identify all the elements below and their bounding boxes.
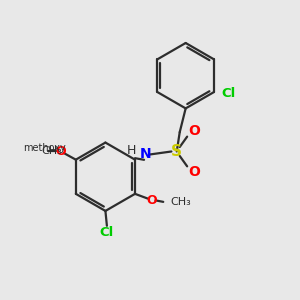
Text: CH₃: CH₃ <box>41 146 62 156</box>
Text: O: O <box>189 124 200 138</box>
Text: CH₃: CH₃ <box>171 197 191 207</box>
Text: H: H <box>127 144 136 158</box>
Text: O: O <box>146 194 157 207</box>
Text: Cl: Cl <box>100 226 114 239</box>
Text: O: O <box>189 165 200 179</box>
Text: S: S <box>171 144 182 159</box>
Text: N: N <box>140 148 152 161</box>
Text: O: O <box>55 145 66 158</box>
Text: Cl: Cl <box>222 87 236 100</box>
Text: methoxy: methoxy <box>23 143 66 153</box>
